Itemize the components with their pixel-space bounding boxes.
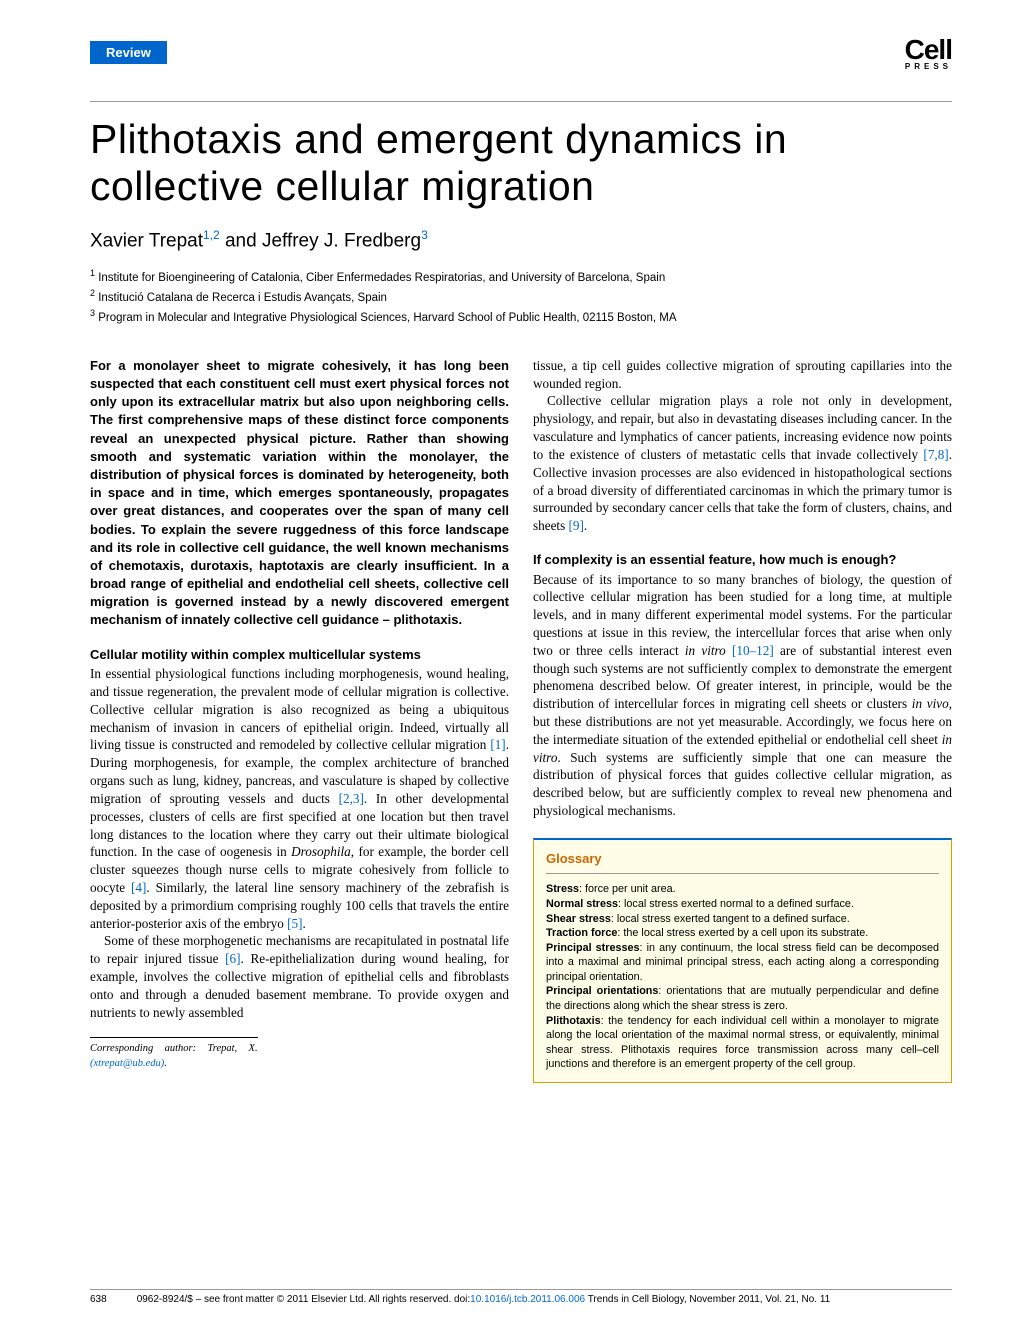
ref-9[interactable]: [9] (569, 518, 584, 533)
glossary-entry: Plithotaxis: the tendency for each indiv… (546, 1014, 939, 1072)
section1-para1: In essential physiological functions inc… (90, 665, 509, 1021)
ref-5[interactable]: [5] (287, 916, 302, 931)
cell-press-logo: Cell PRESS (905, 34, 952, 71)
review-badge: Review (90, 41, 167, 64)
affil-3: 3 Program in Molecular and Integrative P… (90, 307, 952, 327)
author1-sup: 1,2 (203, 228, 220, 242)
section1-para2: Some of these morphogenetic mechanisms a… (90, 932, 509, 1021)
email-link[interactable]: (xtrepat@ub.edu) (90, 1058, 164, 1069)
glossary-entry: Principal orientations: orientations tha… (546, 984, 939, 1013)
italic-invitro-1: in vitro (685, 643, 726, 658)
two-column-body: For a monolayer sheet to migrate cohesiv… (90, 357, 952, 1083)
glossary-entry: Traction force: the local stress exerted… (546, 926, 939, 941)
corresponding-author: Corresponding author: Trepat, X. (xtrepa… (90, 1037, 258, 1070)
authors-line: Xavier Trepat1,2 and Jeffrey J. Fredberg… (90, 228, 952, 252)
ref-6[interactable]: [6] (225, 951, 240, 966)
copyright-line: 0962-8924/$ – see front matter © 2011 El… (137, 1294, 831, 1305)
glossary-title: Glossary (546, 850, 939, 875)
header-bar: Review Cell PRESS (90, 34, 952, 71)
author2-sup: 3 (421, 228, 428, 242)
author-1: Xavier Trepat (90, 231, 203, 252)
ref-7-8[interactable]: [7,8] (923, 447, 948, 462)
section2-heading: If complexity is an essential feature, h… (533, 551, 952, 569)
section2-para1: Because of its importance to so many bra… (533, 571, 952, 820)
logo-sub: PRESS (905, 62, 952, 71)
affil-2: 2 Institució Catalana de Recerca i Estud… (90, 287, 952, 307)
col2-para2: Collective cellular migration plays a ro… (533, 392, 952, 535)
italic-drosophila: Drosophila (291, 844, 351, 859)
author-and: and Jeffrey J. Fredberg (220, 231, 421, 252)
left-column: For a monolayer sheet to migrate cohesiv… (90, 357, 509, 1083)
glossary-entry: Normal stress: local stress exerted norm… (546, 897, 939, 912)
col2-para1: tissue, a tip cell guides collective mig… (533, 357, 952, 393)
article-title: Plithotaxis and emergent dynamics in col… (90, 116, 952, 210)
page-footer: 638 0962-8924/$ – see front matter © 201… (90, 1289, 952, 1305)
glossary-entry: Stress: force per unit area. (546, 882, 939, 897)
right-column: tissue, a tip cell guides collective mig… (533, 357, 952, 1083)
page-number: 638 (90, 1294, 107, 1305)
section1-heading: Cellular motility within complex multice… (90, 646, 509, 664)
ref-2-3[interactable]: [2,3] (339, 791, 364, 806)
ref-4[interactable]: [4] (131, 880, 146, 895)
header-rule (90, 101, 952, 102)
affil-1: 1 Institute for Bioengineering of Catalo… (90, 267, 952, 287)
glossary-entry: Shear stress: local stress exerted tange… (546, 912, 939, 927)
glossary-box: Glossary Stress: force per unit area. No… (533, 838, 952, 1083)
affiliations: 1 Institute for Bioengineering of Catalo… (90, 267, 952, 327)
abstract: For a monolayer sheet to migrate cohesiv… (90, 357, 509, 630)
doi-link[interactable]: 10.1016/j.tcb.2011.06.006 (470, 1294, 585, 1305)
glossary-entry: Principal stresses: in any continuum, th… (546, 941, 939, 985)
logo-text: Cell (905, 34, 952, 65)
italic-invivo: in vivo (912, 696, 949, 711)
ref-10-12[interactable]: [10–12] (732, 643, 774, 658)
ref-1[interactable]: [1] (490, 737, 505, 752)
